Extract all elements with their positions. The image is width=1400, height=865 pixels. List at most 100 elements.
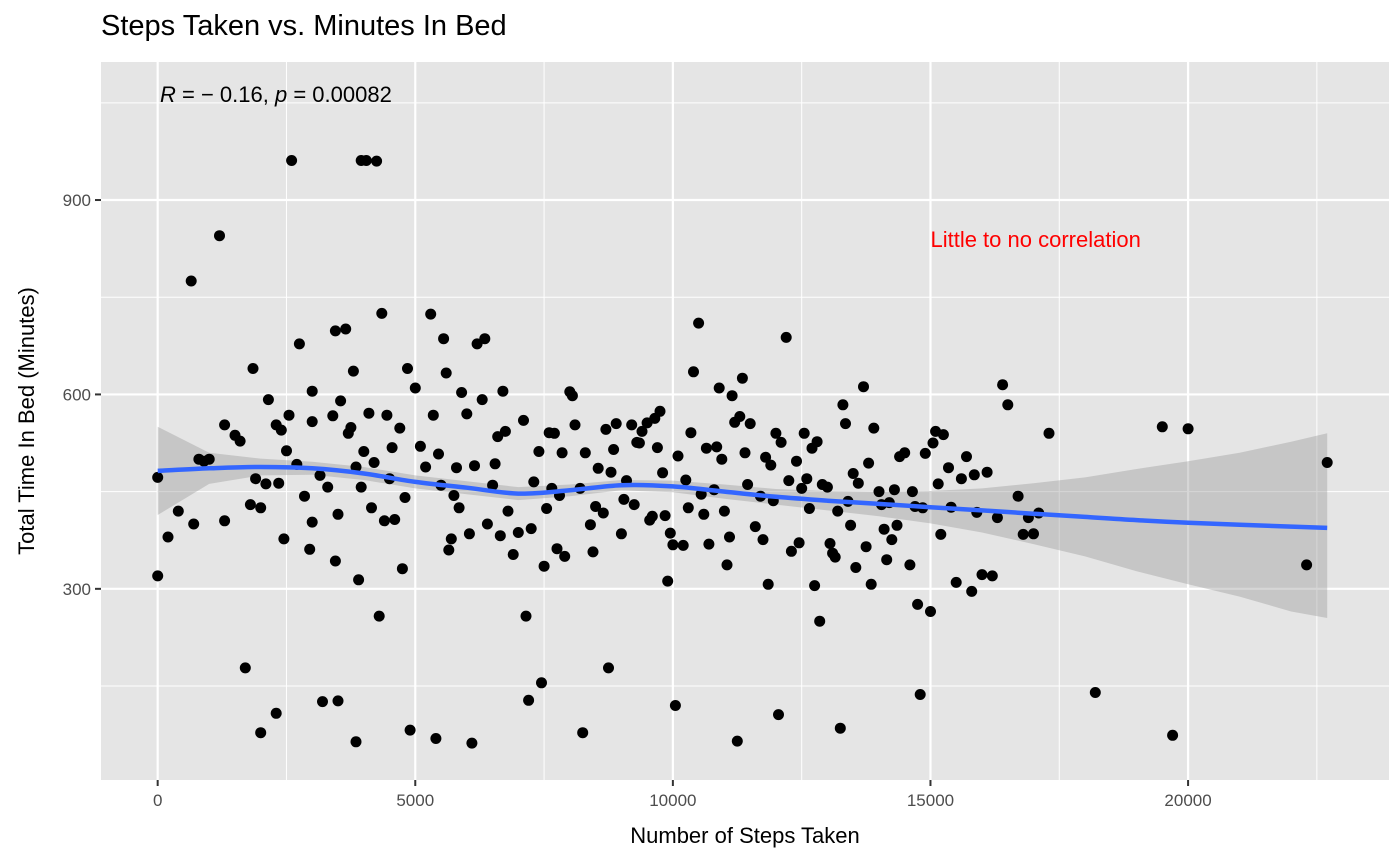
data-point [502, 505, 514, 517]
data-point [780, 331, 792, 343]
data-point [306, 385, 318, 397]
data-point [533, 446, 545, 457]
data-point [662, 575, 674, 587]
data-point [306, 416, 318, 428]
data-point [986, 570, 998, 582]
data-point [329, 325, 341, 337]
data-point [608, 444, 620, 455]
data-point [404, 724, 416, 736]
data-point [904, 559, 916, 571]
stat-r-value: = − 0.16, [176, 82, 275, 107]
x-tick-label: 5000 [396, 791, 434, 810]
data-point [888, 484, 900, 496]
data-point [556, 447, 568, 459]
data-point [306, 516, 318, 528]
data-point [626, 419, 638, 431]
data-point [185, 275, 197, 287]
data-point [536, 677, 547, 689]
x-tick-label: 15000 [907, 791, 954, 810]
x-tick-label: 0 [153, 791, 162, 810]
data-point [286, 155, 298, 166]
data-point [821, 481, 833, 493]
data-point [260, 478, 272, 490]
data-point [801, 473, 813, 485]
data-point [366, 502, 377, 514]
data-point [615, 528, 627, 540]
y-axis-title: Total Time In Bed (Minutes) [14, 287, 39, 555]
data-point [327, 410, 339, 422]
data-point [937, 429, 949, 441]
data-point [371, 155, 383, 167]
data-point [1012, 490, 1024, 502]
confidence-ribbon [157, 426, 1328, 618]
data-point [713, 382, 725, 394]
stat-r-label: R [160, 82, 176, 107]
data-point [409, 382, 421, 394]
data-point [852, 477, 864, 489]
data-point [976, 569, 988, 581]
chart-title: Steps Taken vs. Minutes In Bed [101, 10, 507, 42]
data-point [809, 580, 821, 592]
data-point [518, 414, 529, 426]
data-point [234, 435, 246, 447]
data-point [680, 474, 692, 486]
y-tick-label: 600 [63, 385, 91, 404]
data-point [798, 427, 810, 439]
data-point [832, 505, 844, 517]
data-point [600, 423, 612, 435]
data-point [669, 700, 681, 711]
data-point [463, 528, 475, 540]
data-point [420, 461, 432, 473]
data-point [829, 551, 841, 563]
data-point [273, 477, 285, 489]
data-point [456, 387, 468, 398]
data-point [520, 610, 532, 622]
data-point [332, 508, 344, 520]
stat-p-label: p [274, 82, 287, 107]
data-point [590, 501, 602, 512]
data-point [659, 510, 671, 522]
data-point [453, 502, 465, 514]
x-axis-title: Number of Steps Taken [630, 823, 860, 848]
data-point [350, 736, 362, 748]
data-point [744, 418, 756, 430]
data-point [340, 323, 352, 335]
stat-p-value: = 0.00082 [287, 82, 392, 107]
data-point [677, 539, 689, 551]
data-point [757, 534, 769, 546]
data-point [335, 395, 347, 407]
data-point [1043, 427, 1055, 439]
data-point [396, 563, 408, 575]
data-point [219, 515, 231, 527]
data-point [734, 411, 746, 422]
data-point [618, 493, 630, 505]
data-point [430, 733, 442, 744]
data-point [275, 424, 287, 436]
correlation-annotation: Little to no correlation [930, 227, 1140, 252]
data-point [912, 598, 924, 610]
data-point [487, 479, 499, 491]
data-point [814, 615, 826, 627]
data-point [742, 479, 754, 490]
data-point [507, 549, 519, 560]
data-point [667, 539, 679, 551]
data-point [314, 469, 326, 481]
data-point [935, 528, 947, 540]
data-point [891, 519, 903, 531]
data-point [927, 437, 939, 449]
data-point [358, 446, 370, 457]
data-point [860, 541, 872, 553]
data-point [479, 333, 491, 345]
data-point [773, 709, 784, 721]
data-point [932, 478, 944, 490]
data-point [270, 707, 282, 719]
data-point [847, 468, 859, 479]
data-point [551, 543, 563, 555]
data-point [172, 505, 184, 517]
data-point [646, 510, 658, 522]
data-point [281, 445, 292, 457]
data-point [445, 533, 457, 545]
data-point [991, 512, 1003, 524]
axis-ticks: 0 5000 10000 15000 20000 300 600 900 [63, 191, 1212, 810]
data-point [345, 422, 357, 433]
